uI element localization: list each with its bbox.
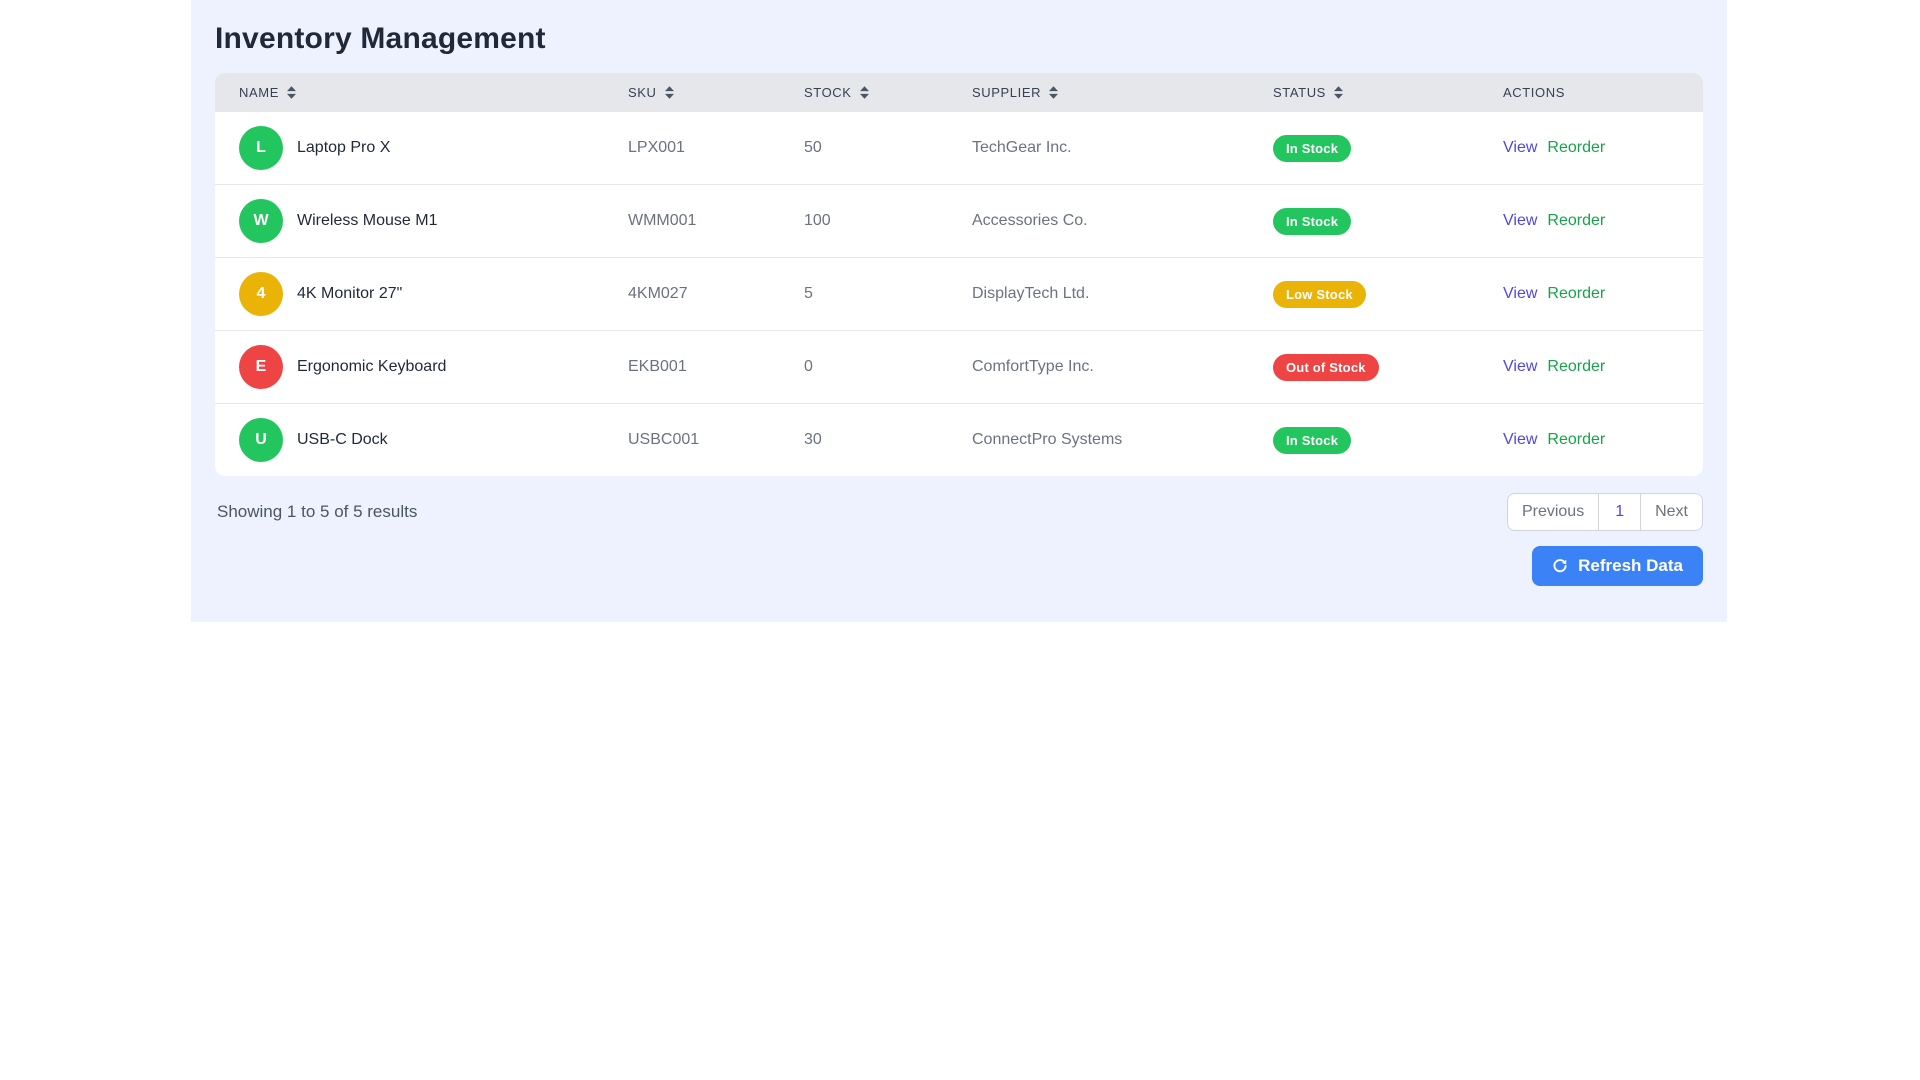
sku-cell: EKB001 [628, 358, 687, 375]
view-link[interactable]: View [1503, 431, 1538, 448]
column-header-supplier[interactable]: SUPPLIER [972, 85, 1273, 100]
status-badge: Low Stock [1273, 280, 1366, 308]
inventory-page: Inventory Management NAME SKU STOCK [191, 0, 1727, 622]
view-link[interactable]: View [1503, 139, 1538, 156]
supplier-cell: Accessories Co. [972, 212, 1088, 229]
table-row: 4 4K Monitor 27" 4KM027 5 DisplayTech Lt… [215, 257, 1703, 330]
product-name: Wireless Mouse M1 [297, 212, 438, 229]
sort-icon [1333, 85, 1343, 99]
sku-cell: WMM001 [628, 212, 697, 229]
column-header-label: SUPPLIER [972, 84, 1042, 100]
product-name: USB-C Dock [297, 431, 388, 448]
column-header-sku[interactable]: SKU [628, 85, 804, 100]
supplier-cell: ConnectPro Systems [972, 431, 1123, 448]
stock-cell: 30 [804, 431, 822, 448]
status-badge: Out of Stock [1273, 353, 1379, 381]
column-header-name[interactable]: NAME [215, 85, 628, 100]
stock-cell: 5 [804, 285, 813, 302]
refresh-icon [1552, 558, 1568, 574]
sort-icon [286, 85, 296, 99]
refresh-button-label: Refresh Data [1578, 556, 1683, 575]
status-cell: Low Stock [1273, 280, 1503, 308]
avatar: U [239, 418, 283, 462]
status-badge: In Stock [1273, 207, 1352, 235]
reorder-link[interactable]: Reorder [1547, 285, 1606, 302]
column-header-label: STATUS [1273, 84, 1326, 100]
table-footer: Showing 1 to 5 of 5 results Previous 1 N… [215, 493, 1703, 531]
pagination: Previous 1 Next [1506, 493, 1703, 531]
name-cell: U USB-C Dock [215, 418, 628, 462]
avatar: L [239, 126, 283, 170]
supplier-cell: DisplayTech Ltd. [972, 285, 1090, 302]
stock-cell: 50 [804, 139, 822, 156]
status-cell: In Stock [1273, 426, 1503, 454]
actions-cell: View Reorder [1503, 212, 1703, 230]
product-name: Laptop Pro X [297, 139, 391, 156]
actions-cell: View Reorder [1503, 139, 1703, 157]
reorder-link[interactable]: Reorder [1547, 212, 1606, 229]
column-header-actions: ACTIONS [1503, 85, 1703, 100]
refresh-row: Refresh Data [215, 546, 1703, 586]
status-badge: In Stock [1273, 426, 1352, 454]
stock-cell: 0 [804, 358, 813, 375]
name-cell: E Ergonomic Keyboard [215, 345, 628, 389]
sort-icon [664, 85, 674, 99]
table-row: E Ergonomic Keyboard EKB001 0 ComfortTyp… [215, 330, 1703, 403]
table-row: L Laptop Pro X LPX001 50 TechGear Inc. I… [215, 111, 1703, 184]
reorder-link[interactable]: Reorder [1547, 139, 1606, 156]
sort-icon [1049, 85, 1059, 99]
next-page-button[interactable]: Next [1640, 493, 1703, 531]
actions-cell: View Reorder [1503, 285, 1703, 303]
name-cell: W Wireless Mouse M1 [215, 199, 628, 243]
actions-cell: View Reorder [1503, 431, 1703, 449]
column-header-label: STOCK [804, 84, 852, 100]
reorder-link[interactable]: Reorder [1547, 431, 1606, 448]
name-cell: L Laptop Pro X [215, 126, 628, 170]
status-cell: In Stock [1273, 134, 1503, 162]
status-cell: In Stock [1273, 207, 1503, 235]
page-title: Inventory Management [215, 22, 546, 55]
page-1-button[interactable]: 1 [1598, 493, 1642, 531]
column-header-label: ACTIONS [1503, 84, 1565, 100]
stock-cell: 100 [804, 212, 831, 229]
sku-cell: LPX001 [628, 139, 685, 156]
sku-cell: USBC001 [628, 431, 700, 448]
supplier-cell: ComfortType Inc. [972, 358, 1094, 375]
view-link[interactable]: View [1503, 285, 1538, 302]
previous-page-button[interactable]: Previous [1506, 493, 1600, 531]
inventory-table: NAME SKU STOCK SUPPLIER [215, 73, 1703, 476]
column-header-stock[interactable]: STOCK [804, 85, 972, 100]
status-cell: Out of Stock [1273, 353, 1503, 381]
name-cell: 4 4K Monitor 27" [215, 272, 628, 316]
actions-cell: View Reorder [1503, 358, 1703, 376]
refresh-data-button[interactable]: Refresh Data [1532, 546, 1703, 586]
reorder-link[interactable]: Reorder [1547, 358, 1606, 375]
avatar: W [239, 199, 283, 243]
view-link[interactable]: View [1503, 212, 1538, 229]
avatar: E [239, 345, 283, 389]
avatar: 4 [239, 272, 283, 316]
column-header-status[interactable]: STATUS [1273, 85, 1503, 100]
product-name: 4K Monitor 27" [297, 285, 403, 302]
table-header-row: NAME SKU STOCK SUPPLIER [215, 73, 1703, 111]
table-row: U USB-C Dock USBC001 30 ConnectPro Syste… [215, 403, 1703, 476]
sku-cell: 4KM027 [628, 285, 688, 302]
column-header-label: SKU [628, 84, 657, 100]
column-header-label: NAME [239, 84, 279, 100]
results-summary: Showing 1 to 5 of 5 results [217, 502, 418, 521]
product-name: Ergonomic Keyboard [297, 358, 447, 375]
status-badge: In Stock [1273, 134, 1352, 162]
sort-icon [859, 85, 869, 99]
table-row: W Wireless Mouse M1 WMM001 100 Accessori… [215, 184, 1703, 257]
supplier-cell: TechGear Inc. [972, 139, 1072, 156]
view-link[interactable]: View [1503, 358, 1538, 375]
